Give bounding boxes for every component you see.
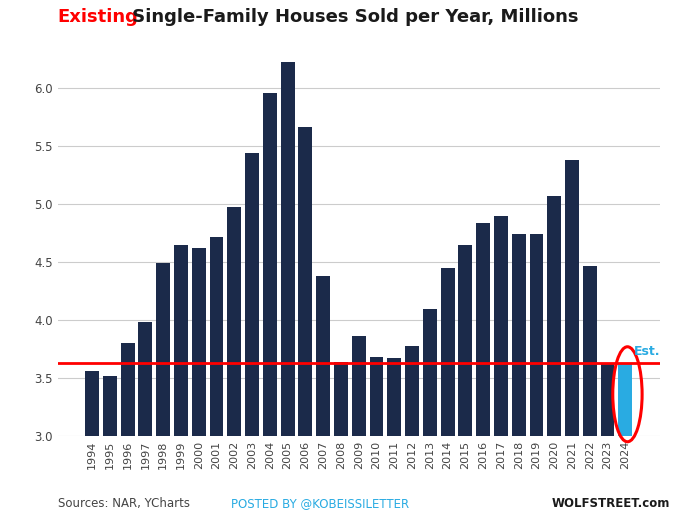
- Text: POSTED BY @KOBEISSILETTER: POSTED BY @KOBEISSILETTER: [231, 497, 409, 510]
- Bar: [565, 160, 579, 436]
- Text: Est.: Est.: [634, 345, 661, 358]
- Bar: [156, 263, 170, 436]
- Text: Single-Family Houses Sold per Year, Millions: Single-Family Houses Sold per Year, Mill…: [126, 8, 578, 26]
- Bar: [388, 358, 401, 436]
- Bar: [103, 376, 117, 436]
- Bar: [618, 364, 632, 436]
- Bar: [512, 235, 526, 436]
- Bar: [423, 308, 437, 436]
- Bar: [352, 336, 366, 436]
- Bar: [121, 343, 135, 436]
- Bar: [583, 266, 596, 436]
- Bar: [227, 207, 241, 436]
- Bar: [316, 276, 330, 436]
- Bar: [530, 235, 543, 436]
- Text: WOLFSTREET.com: WOLFSTREET.com: [551, 497, 670, 510]
- Bar: [263, 93, 277, 436]
- Bar: [441, 268, 454, 436]
- Bar: [547, 196, 561, 436]
- Bar: [494, 216, 508, 436]
- Bar: [245, 153, 259, 436]
- Bar: [85, 371, 99, 436]
- Bar: [476, 223, 490, 436]
- Bar: [369, 357, 384, 436]
- Text: Sources: NAR, YCharts: Sources: NAR, YCharts: [58, 497, 190, 510]
- Bar: [334, 362, 348, 436]
- Bar: [209, 237, 224, 436]
- Bar: [458, 245, 473, 436]
- Bar: [192, 248, 205, 436]
- Bar: [299, 127, 312, 436]
- Text: Existing: Existing: [58, 8, 139, 26]
- Bar: [174, 245, 188, 436]
- Bar: [600, 363, 615, 436]
- Bar: [139, 322, 152, 436]
- Bar: [281, 62, 294, 436]
- Bar: [405, 346, 419, 436]
